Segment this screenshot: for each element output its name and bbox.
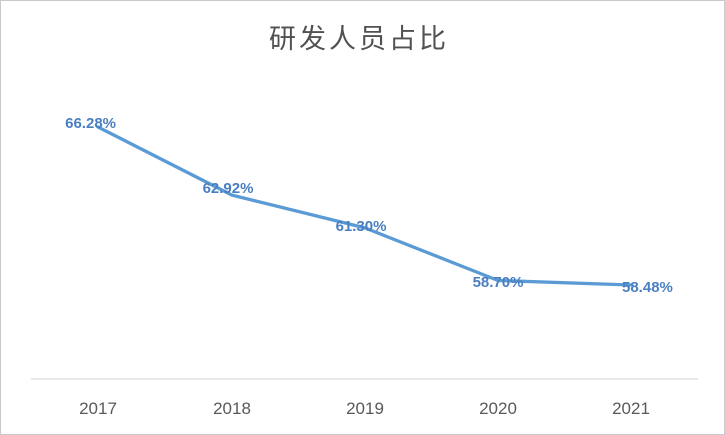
data-labels: 66.28% 62.92% 61.30% 58.70% 58.48% <box>65 115 673 296</box>
tick-2021: 2021 <box>612 399 650 418</box>
data-label-2020: 58.70% <box>473 274 524 291</box>
data-label-2018: 62.92% <box>203 180 254 197</box>
tick-2018: 2018 <box>213 399 251 418</box>
data-label-2019: 61.30% <box>336 218 387 235</box>
data-label-2021: 58.48% <box>622 279 673 296</box>
chart-title: 研发人员占比 <box>269 24 449 54</box>
tick-2019: 2019 <box>346 399 384 418</box>
data-series <box>96 125 633 287</box>
series-line <box>96 125 633 287</box>
tick-2017: 2017 <box>79 399 117 418</box>
data-label-2017: 66.28% <box>65 115 116 132</box>
tick-2020: 2020 <box>479 399 517 418</box>
x-axis-ticks: 2017 2018 2019 2020 2021 <box>79 399 650 418</box>
